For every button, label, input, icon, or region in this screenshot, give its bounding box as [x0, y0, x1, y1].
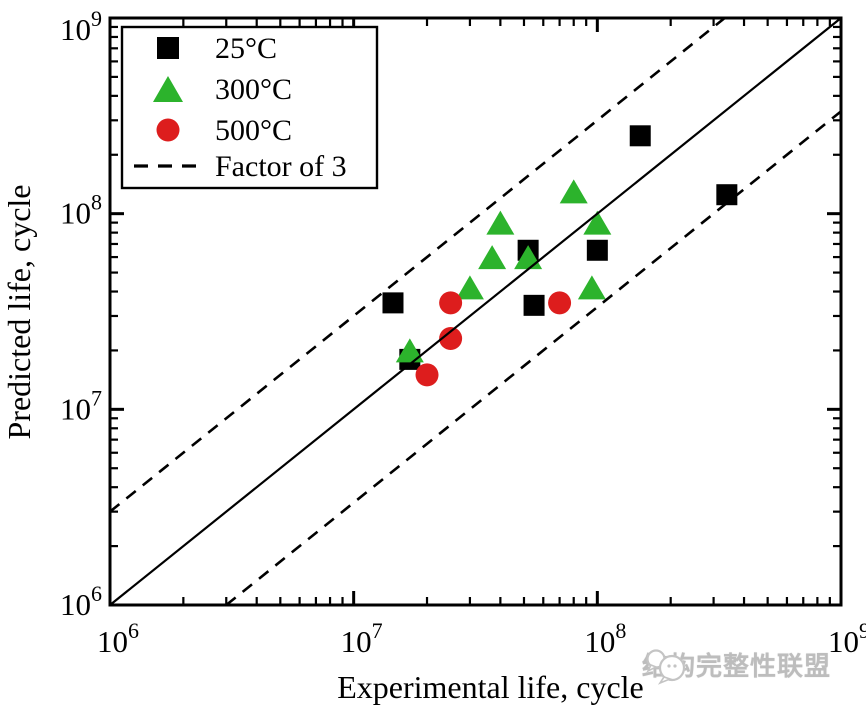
series-500C	[415, 291, 572, 387]
legend-label: Factor of 3	[215, 150, 347, 183]
x-axis-title: Experimental life, cycle	[337, 669, 644, 705]
svg-text:106: 106	[60, 581, 102, 622]
legend-label: 25°C	[215, 32, 277, 65]
plot-border	[108, 16, 843, 607]
svg-text:109: 109	[828, 618, 866, 659]
reference-lines	[109, 16, 842, 607]
svg-text:107: 107	[60, 385, 102, 426]
svg-text:107: 107	[341, 618, 383, 659]
legend-label: 500°C	[215, 114, 292, 147]
svg-text:108: 108	[60, 190, 102, 231]
svg-text:106: 106	[97, 618, 139, 659]
y-axis-title: Predicted life, cycle	[1, 185, 37, 440]
svg-text:109: 109	[60, 6, 102, 47]
legend-label: 300°C	[215, 73, 292, 106]
svg-text:108: 108	[584, 618, 626, 659]
